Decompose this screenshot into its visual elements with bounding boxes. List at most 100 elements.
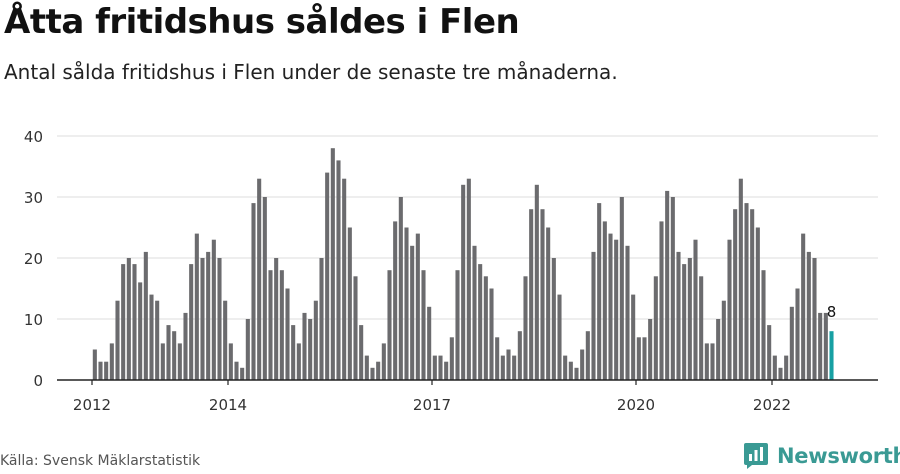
bar: [767, 325, 772, 380]
bar: [387, 270, 392, 380]
bar: [279, 270, 284, 380]
bar: [138, 282, 143, 380]
bar: [778, 367, 783, 380]
bar: [166, 325, 171, 380]
bar: [330, 148, 335, 380]
bar: [529, 209, 534, 380]
bar: [653, 276, 658, 380]
x-tick-label: 2014: [209, 396, 247, 414]
x-tick-label: 2022: [753, 396, 791, 414]
x-tick-label: 2020: [617, 396, 655, 414]
bar: [648, 319, 653, 380]
bar: [478, 264, 483, 380]
y-tick-label: 40: [24, 128, 43, 146]
bar: [126, 258, 131, 380]
bar: [404, 227, 409, 380]
bar: [801, 233, 806, 380]
bar: [761, 270, 766, 380]
bar: [370, 367, 375, 380]
bar: [160, 343, 165, 380]
bar: [194, 233, 199, 380]
bar: [427, 306, 432, 380]
bar: [580, 349, 585, 380]
bar: [285, 288, 290, 380]
bar: [268, 270, 273, 380]
bar: [483, 276, 488, 380]
bar: [602, 221, 607, 380]
bar: [251, 203, 256, 380]
bar: [274, 258, 279, 380]
bar: [393, 221, 398, 380]
bar: [716, 319, 721, 380]
bar: [500, 355, 505, 380]
bar: [687, 258, 692, 380]
y-tick-label: 0: [33, 372, 43, 390]
bar: [636, 337, 641, 380]
bar: [738, 178, 743, 380]
bar: [676, 251, 681, 380]
bar: [421, 270, 426, 380]
bar: [302, 312, 307, 380]
bar: [659, 221, 664, 380]
bar: [234, 361, 239, 380]
bar: [631, 294, 636, 380]
bar: [336, 160, 341, 380]
x-tick-label: 2012: [73, 396, 111, 414]
bar: [772, 355, 777, 380]
bar: [364, 355, 369, 380]
bar: [823, 312, 828, 380]
bar: [704, 343, 709, 380]
bar: [115, 300, 120, 380]
bar: [189, 264, 194, 380]
last-value-label: 8: [827, 303, 837, 321]
bar: [534, 184, 539, 380]
bar: [104, 361, 109, 380]
bar: [812, 258, 817, 380]
bar: [415, 233, 420, 380]
bar: [546, 227, 551, 380]
bar: [92, 349, 97, 380]
bar: [608, 233, 613, 380]
bar: [353, 276, 358, 380]
bar: [98, 361, 103, 380]
bar: [642, 337, 647, 380]
bar: [200, 258, 205, 380]
newsworthy-logo: Newsworthy: [743, 442, 900, 470]
bar: [614, 239, 619, 380]
bar: [795, 288, 800, 380]
bar: [172, 331, 177, 380]
bar: [512, 355, 517, 380]
bar: [132, 264, 137, 380]
bar: [262, 197, 267, 380]
bar: [727, 239, 732, 380]
y-tick-label: 20: [24, 250, 43, 268]
chart-subtitle: Antal sålda fritidshus i Flen under de s…: [4, 60, 618, 84]
bar: [432, 355, 437, 380]
y-tick-label: 10: [24, 311, 43, 329]
bar: [313, 300, 318, 380]
bar: [699, 276, 704, 380]
bar: [750, 209, 755, 380]
bar: [291, 325, 296, 380]
bar: [597, 203, 602, 380]
bar: [342, 178, 347, 380]
bar: [359, 325, 364, 380]
bar: [557, 294, 562, 380]
bar: [625, 245, 630, 380]
bar: [183, 312, 188, 380]
bar: [585, 331, 590, 380]
bar: [245, 319, 250, 380]
bar: [574, 367, 579, 380]
bar: [789, 306, 794, 380]
highlight-bar: [829, 331, 834, 380]
bar: [806, 251, 811, 380]
bar: [670, 197, 675, 380]
bar: [296, 343, 301, 380]
bar: [665, 190, 670, 380]
bar: [710, 343, 715, 380]
bar: [449, 337, 454, 380]
bar: [438, 355, 443, 380]
bar: [155, 300, 160, 380]
bar: [682, 264, 687, 380]
